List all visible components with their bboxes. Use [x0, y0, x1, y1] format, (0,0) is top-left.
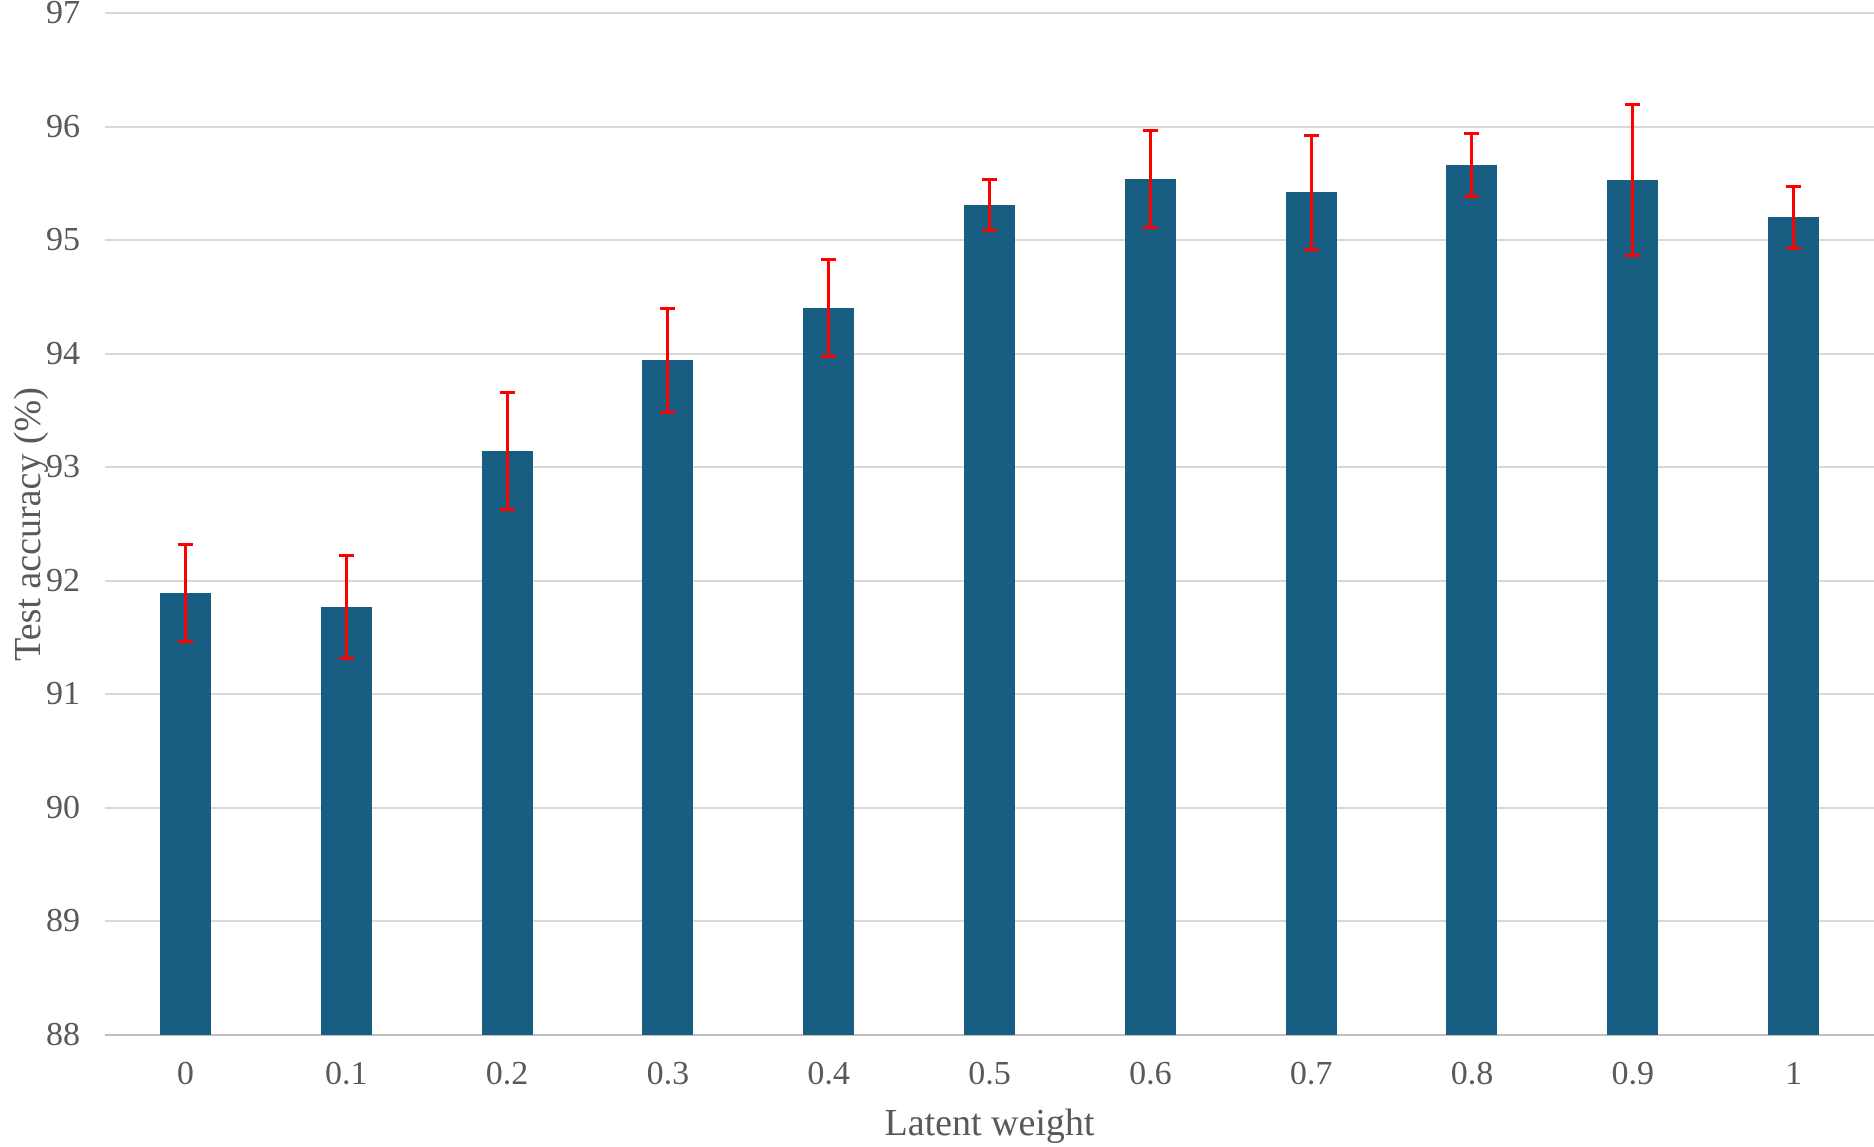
error-bar-bottom-cap: [499, 508, 515, 512]
bar: [1285, 192, 1337, 1035]
error-bar-top-cap: [660, 307, 676, 311]
x-axis-tick-label: 0.5: [968, 1055, 1011, 1092]
error-bar-top-cap: [982, 177, 997, 181]
x-axis-tick-label: 0.3: [646, 1055, 690, 1092]
bar: [964, 204, 1015, 1035]
x-axis-tick-label: 0.9: [1611, 1055, 1655, 1092]
gridline: [105, 125, 1874, 128]
bar: [1768, 217, 1820, 1035]
error-bar-top-cap: [1786, 184, 1802, 188]
y-axis-tick-label: 92: [46, 561, 80, 599]
x-axis-tick-label: 1: [1785, 1055, 1803, 1092]
error-bar-top-cap: [499, 391, 515, 395]
error-bar-bottom-cap: [1464, 194, 1480, 198]
error-bar-line: [344, 554, 348, 660]
bar: [1607, 179, 1659, 1035]
bar: [1446, 165, 1498, 1035]
x-axis-tick-label: 0.6: [1129, 1055, 1172, 1092]
error-bar-top-cap: [1142, 128, 1158, 132]
x-axis-tick-label: 0: [176, 1055, 194, 1092]
error-bar-line: [183, 544, 187, 643]
error-bar-top-cap: [177, 543, 193, 547]
error-bar-line: [1792, 185, 1796, 250]
y-axis-tick-label: 91: [46, 675, 80, 713]
error-bar-top-cap: [1303, 133, 1319, 137]
error-bar-line: [1309, 134, 1313, 251]
error-bar-top-cap: [1625, 102, 1641, 106]
error-bar-bottom-cap: [1786, 247, 1802, 251]
y-axis-tick-label: 95: [46, 221, 80, 259]
error-bar-line: [827, 259, 831, 358]
x-axis-title: Latent weight: [884, 1102, 1095, 1144]
error-bar-line: [1470, 133, 1474, 197]
y-axis-tick-label: 93: [46, 448, 80, 486]
error-bar-bottom-cap: [1142, 225, 1158, 229]
error-bar-line: [666, 308, 670, 413]
y-axis-tick-label: 90: [46, 788, 80, 826]
gridline: [105, 12, 1874, 14]
y-axis-tick-label: 96: [46, 107, 80, 145]
bar: [1124, 178, 1176, 1035]
error-bar-line: [1148, 129, 1152, 228]
error-bar-bottom-cap: [338, 657, 354, 661]
error-bar-top-cap: [1464, 132, 1480, 136]
error-bar-bottom-cap: [1303, 248, 1319, 252]
error-bar-bottom-cap: [660, 410, 676, 414]
x-axis-tick-label: 0.8: [1450, 1055, 1494, 1092]
x-axis-tick-label: 0.1: [324, 1055, 368, 1092]
error-bar-top-cap: [338, 553, 354, 557]
y-axis-tick-label: 88: [46, 1016, 80, 1053]
bar: [803, 308, 855, 1035]
y-axis-tick-label: 89: [46, 902, 80, 940]
x-axis-line: [105, 1034, 1874, 1036]
error-bar-bottom-cap: [1625, 254, 1641, 257]
y-axis-tick-label: 97: [46, 0, 80, 31]
error-bar-line: [505, 392, 509, 511]
error-bar-bottom-cap: [982, 229, 997, 233]
error-bar-top-cap: [821, 258, 837, 262]
bar: [320, 606, 372, 1035]
error-bar-line: [1631, 103, 1635, 256]
x-axis-tick-label: 0.7: [1289, 1055, 1333, 1092]
error-bar-bottom-cap: [821, 355, 837, 359]
bar: [159, 593, 211, 1035]
bar: [481, 451, 533, 1035]
x-axis-tick-label: 0.4: [807, 1055, 850, 1092]
error-bar-bottom-cap: [177, 640, 193, 644]
bar: [642, 360, 694, 1035]
y-axis-title: Test accuracy (%): [7, 387, 49, 661]
error-bar-line: [988, 178, 991, 232]
x-axis-tick-label: 0.2: [485, 1055, 529, 1092]
y-axis-tick-label: 94: [46, 334, 80, 372]
